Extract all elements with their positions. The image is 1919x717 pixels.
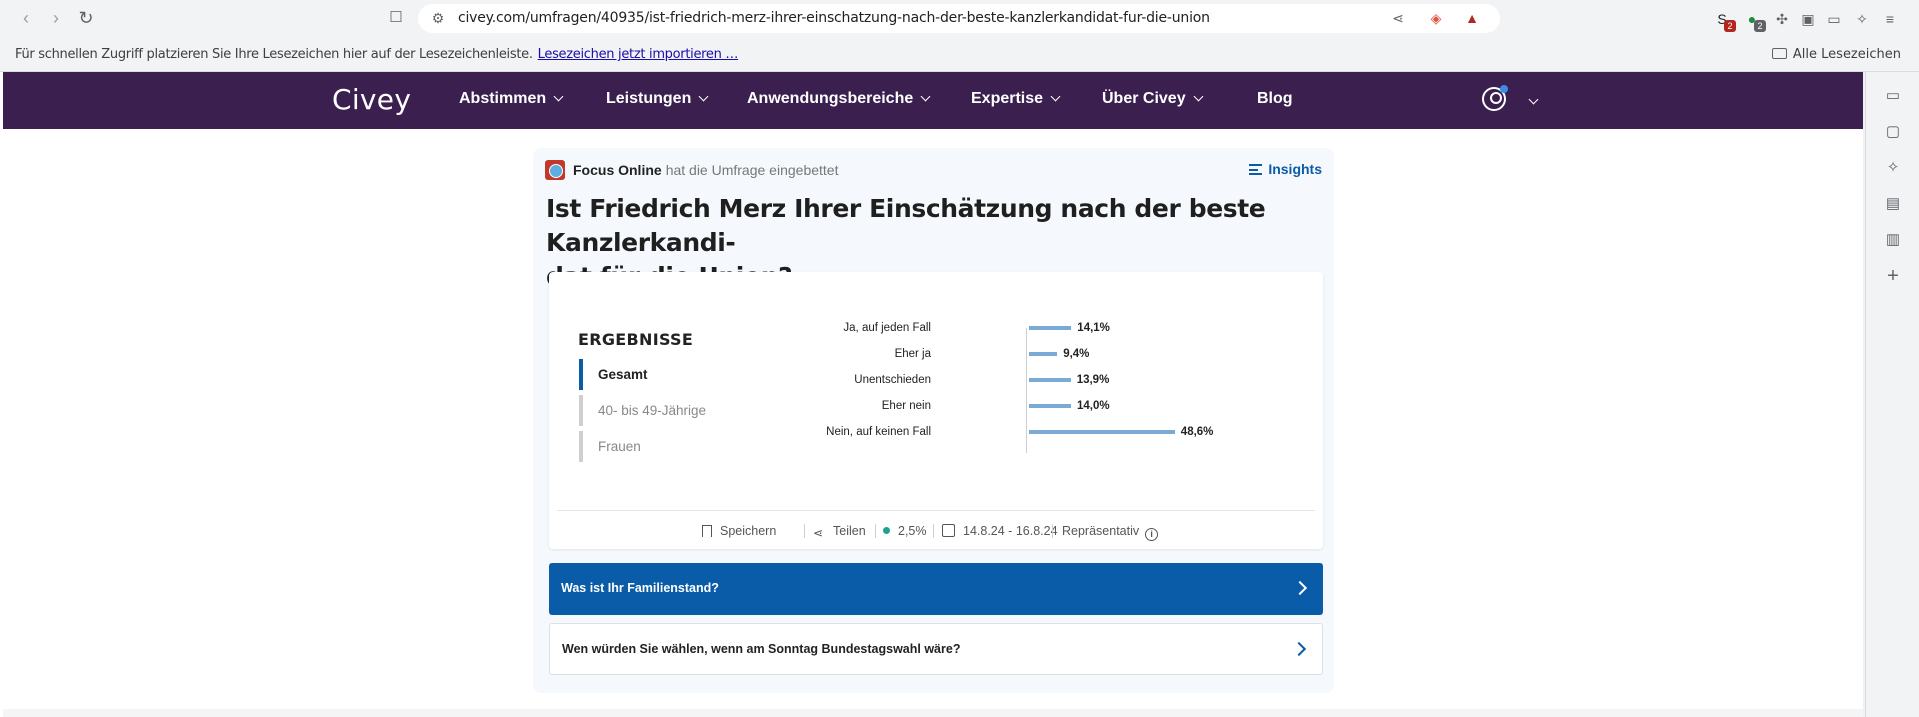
leo-ai-icon[interactable]: ✧: [1856, 11, 1868, 27]
folder-icon: [1771, 48, 1787, 59]
result-bar: [1029, 378, 1071, 382]
result-bar: [1029, 326, 1072, 330]
poll-card: Focus Online hat die Umfrage eingebettet …: [533, 148, 1334, 693]
nav-anwendungsbereiche[interactable]: Anwendungsbereiche: [747, 90, 931, 108]
bookmarks-bar: Für schnellen Zugriff platzieren Sie Ihr…: [0, 37, 1919, 72]
url-text[interactable]: civey.com/umfragen/40935/ist-friedrich-m…: [458, 10, 1210, 26]
result-bar: [1029, 404, 1071, 408]
tabs-panel-icon[interactable]: ▢: [1885, 123, 1901, 140]
share-url-icon[interactable]: ⋖: [1392, 10, 1404, 26]
bookmark-page-icon[interactable]: ☐: [389, 9, 403, 26]
segment-40-49[interactable]: 40- bis 49-Jährige: [579, 395, 706, 426]
bar-value-label: 9,4%: [1063, 348, 1090, 360]
brave-rewards-icon[interactable]: ▲: [1465, 10, 1479, 26]
nav-blog[interactable]: Blog: [1257, 90, 1293, 107]
bar-value-label: 13,9%: [1076, 374, 1110, 386]
divider: [875, 524, 876, 538]
calendar-icon: [942, 524, 955, 537]
survey-period: 14.8.24 - 16.8.24: [942, 523, 1058, 539]
browser-toolbar: ‹ › ↻ ☐ ⚙ civey.com/umfragen/40935/ist-f…: [0, 0, 1919, 37]
bar-label: Eher ja: [894, 348, 931, 360]
brave-shield-icon[interactable]: ◈: [1430, 10, 1442, 26]
chart-axis: [1026, 328, 1027, 453]
bookmarks-panel-icon[interactable]: ▤: [1885, 195, 1901, 212]
bar-value-label: 14,0%: [1077, 400, 1110, 412]
page-footer-strip: [3, 709, 1863, 717]
bar-value-label: 14,1%: [1077, 322, 1110, 334]
error-margin: 2,5%: [883, 523, 927, 539]
nav-abstimmen[interactable]: Abstimmen: [459, 90, 564, 108]
back-icon[interactable]: ‹: [23, 8, 29, 28]
bookmarks-prompt: Für schnellen Zugriff platzieren Sie Ihr…: [15, 47, 739, 62]
nav-leistungen[interactable]: Leistungen: [606, 90, 709, 108]
add-panel-icon[interactable]: +: [1887, 265, 1899, 287]
segment-frauen[interactable]: Frauen: [579, 431, 641, 462]
results-title: ERGEBNISSE: [578, 330, 694, 349]
insights-icon: [1249, 164, 1263, 175]
share-button[interactable]: ⋖ Teilen: [813, 524, 866, 540]
browser-side-panel: ▭ ▢ ✧ ▤ ▥ +: [1865, 72, 1919, 717]
embed-info: Focus Online hat die Umfrage eingebettet: [545, 160, 838, 180]
divider: [1052, 524, 1053, 538]
forward-icon[interactable]: ›: [53, 8, 59, 28]
result-bar: [1029, 352, 1058, 356]
bar-value-label: 48,6%: [1180, 426, 1214, 438]
notification-dot: [1500, 85, 1508, 93]
user-account-icon[interactable]: [1482, 87, 1506, 111]
address-bar[interactable]: ⚙ civey.com/umfragen/40935/ist-friedrich…: [418, 4, 1500, 33]
related-poll-bundestagswahl[interactable]: Wen würden Sie wählen, wenn am Sonntag B…: [549, 623, 1323, 675]
import-bookmarks-link[interactable]: Lesezeichen jetzt importieren …: [537, 47, 739, 62]
divider: [804, 524, 805, 538]
live-dot-icon: [883, 527, 890, 534]
chevron-down-icon: [553, 91, 564, 102]
nav-ueber-civey[interactable]: Über Civey: [1102, 90, 1204, 108]
site-info-icon[interactable]: ⚙: [431, 10, 445, 26]
results-divider: [557, 510, 1315, 511]
site-navbar: Civey Abstimmen Leistungen Anwendungsber…: [3, 72, 1863, 129]
chevron-down-icon: [698, 91, 709, 102]
civey-logo[interactable]: Civey: [332, 83, 412, 116]
bar-label: Ja, auf jeden Fall: [843, 322, 931, 334]
nav-expertise[interactable]: Expertise: [971, 90, 1061, 108]
share-icon: ⋖: [813, 526, 824, 540]
page-viewport: Civey Abstimmen Leistungen Anwendungsber…: [3, 72, 1863, 717]
all-bookmarks-button[interactable]: Alle Lesezeichen: [1771, 47, 1901, 62]
bookmark-icon: [702, 525, 712, 537]
chevron-right-icon: [1291, 641, 1307, 657]
wallet-icon[interactable]: ▭: [1827, 11, 1841, 27]
menu-icon[interactable]: ≡: [1885, 11, 1895, 27]
extensions-puzzle-icon[interactable]: ✣: [1776, 11, 1788, 27]
chevron-down-icon: [1050, 91, 1061, 102]
focus-online-logo-icon: [545, 160, 565, 180]
segment-gesamt[interactable]: Gesamt: [579, 359, 648, 390]
related-poll-familienstand[interactable]: Was ist Ihr Familienstand?: [549, 563, 1323, 615]
chevron-down-icon: [1193, 91, 1204, 102]
chevron-right-icon: [1292, 580, 1308, 596]
sidebar-toggle-icon[interactable]: ▣: [1801, 11, 1815, 27]
info-icon: i: [1145, 528, 1159, 541]
results-panel: ERGEBNISSE Gesamt 40- bis 49-Jährige Fra…: [549, 272, 1323, 549]
chevron-down-icon: [920, 91, 931, 102]
reload-icon[interactable]: ↻: [78, 8, 94, 28]
wallet-panel-icon[interactable]: ▭: [1885, 87, 1901, 104]
save-button[interactable]: Speichern: [702, 523, 776, 539]
representative-label[interactable]: Repräsentativ i: [1062, 523, 1159, 541]
bar-label: Nein, auf keinen Fall: [826, 426, 931, 438]
result-bar: [1029, 430, 1175, 434]
reading-list-icon[interactable]: ▥: [1885, 231, 1901, 248]
insights-link[interactable]: Insights: [1249, 161, 1322, 177]
divider: [933, 524, 934, 538]
bar-label: Eher nein: [881, 400, 931, 412]
leo-panel-icon[interactable]: ✧: [1886, 159, 1900, 176]
account-chevron-down-icon[interactable]: [1528, 94, 1539, 105]
bar-label: Unentschieden: [854, 374, 931, 386]
extension-shield-icon[interactable]: ● 2: [1742, 9, 1766, 32]
